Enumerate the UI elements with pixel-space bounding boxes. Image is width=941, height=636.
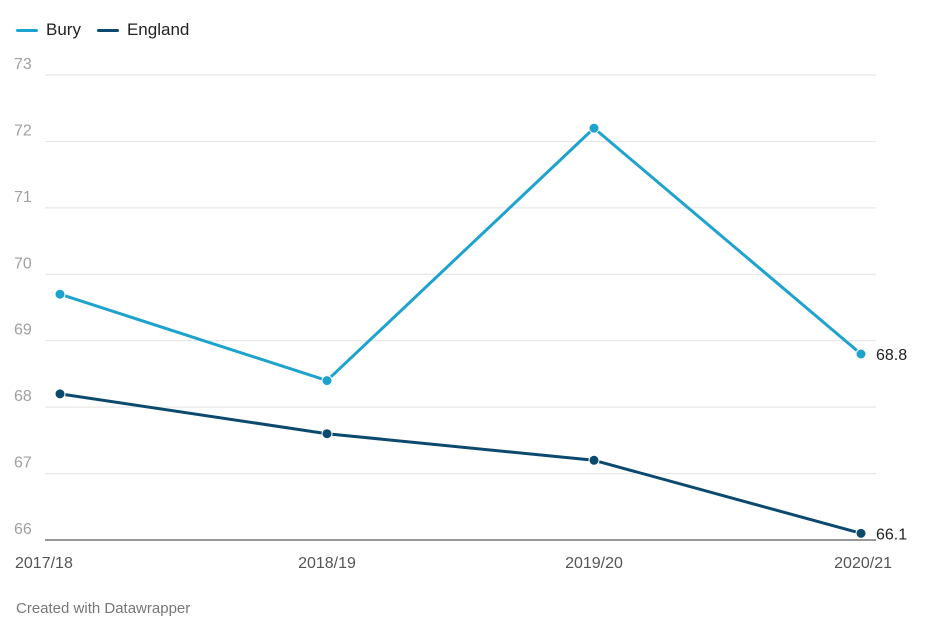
data-point-england: [588, 454, 600, 466]
y-tick-label: 71: [14, 189, 32, 206]
legend-swatch-england: [96, 28, 119, 32]
data-point-england: [54, 388, 66, 400]
series-line-england: [58, 392, 863, 535]
data-point-bury: [588, 122, 600, 134]
legend-item-bury: Bury: [16, 20, 81, 40]
data-point-england: [855, 527, 867, 539]
x-tick-label: 2017/18: [15, 555, 73, 572]
end-value-label-bury: 68.8: [876, 347, 907, 364]
x-tick-label: 2018/19: [298, 555, 356, 572]
y-tick-label: 67: [14, 455, 32, 472]
x-tick-label: 2019/20: [565, 555, 623, 572]
y-tick-label: 68: [14, 388, 32, 405]
data-point-bury: [855, 348, 867, 360]
y-tick-label: 69: [14, 322, 32, 339]
y-tick-label: 66: [14, 521, 32, 538]
series-line-bury: [58, 126, 863, 383]
end-value-label-england: 66.1: [876, 526, 907, 543]
data-point-england: [321, 428, 333, 440]
legend-label-bury: Bury: [46, 20, 81, 39]
data-point-bury: [321, 375, 333, 387]
legend-swatch-bury: [16, 28, 38, 32]
legend-item-england: England: [96, 20, 190, 40]
y-tick-label: 73: [14, 56, 32, 73]
y-tick-label: 70: [14, 255, 32, 272]
y-tick-label: 72: [14, 122, 32, 139]
data-point-bury: [54, 288, 66, 300]
x-tick-label: 2020/21: [834, 555, 892, 572]
legend-label-england: England: [126, 20, 190, 39]
credit-footer: Created with Datawrapper: [16, 600, 191, 617]
chart-legend: Bury England: [16, 20, 189, 40]
